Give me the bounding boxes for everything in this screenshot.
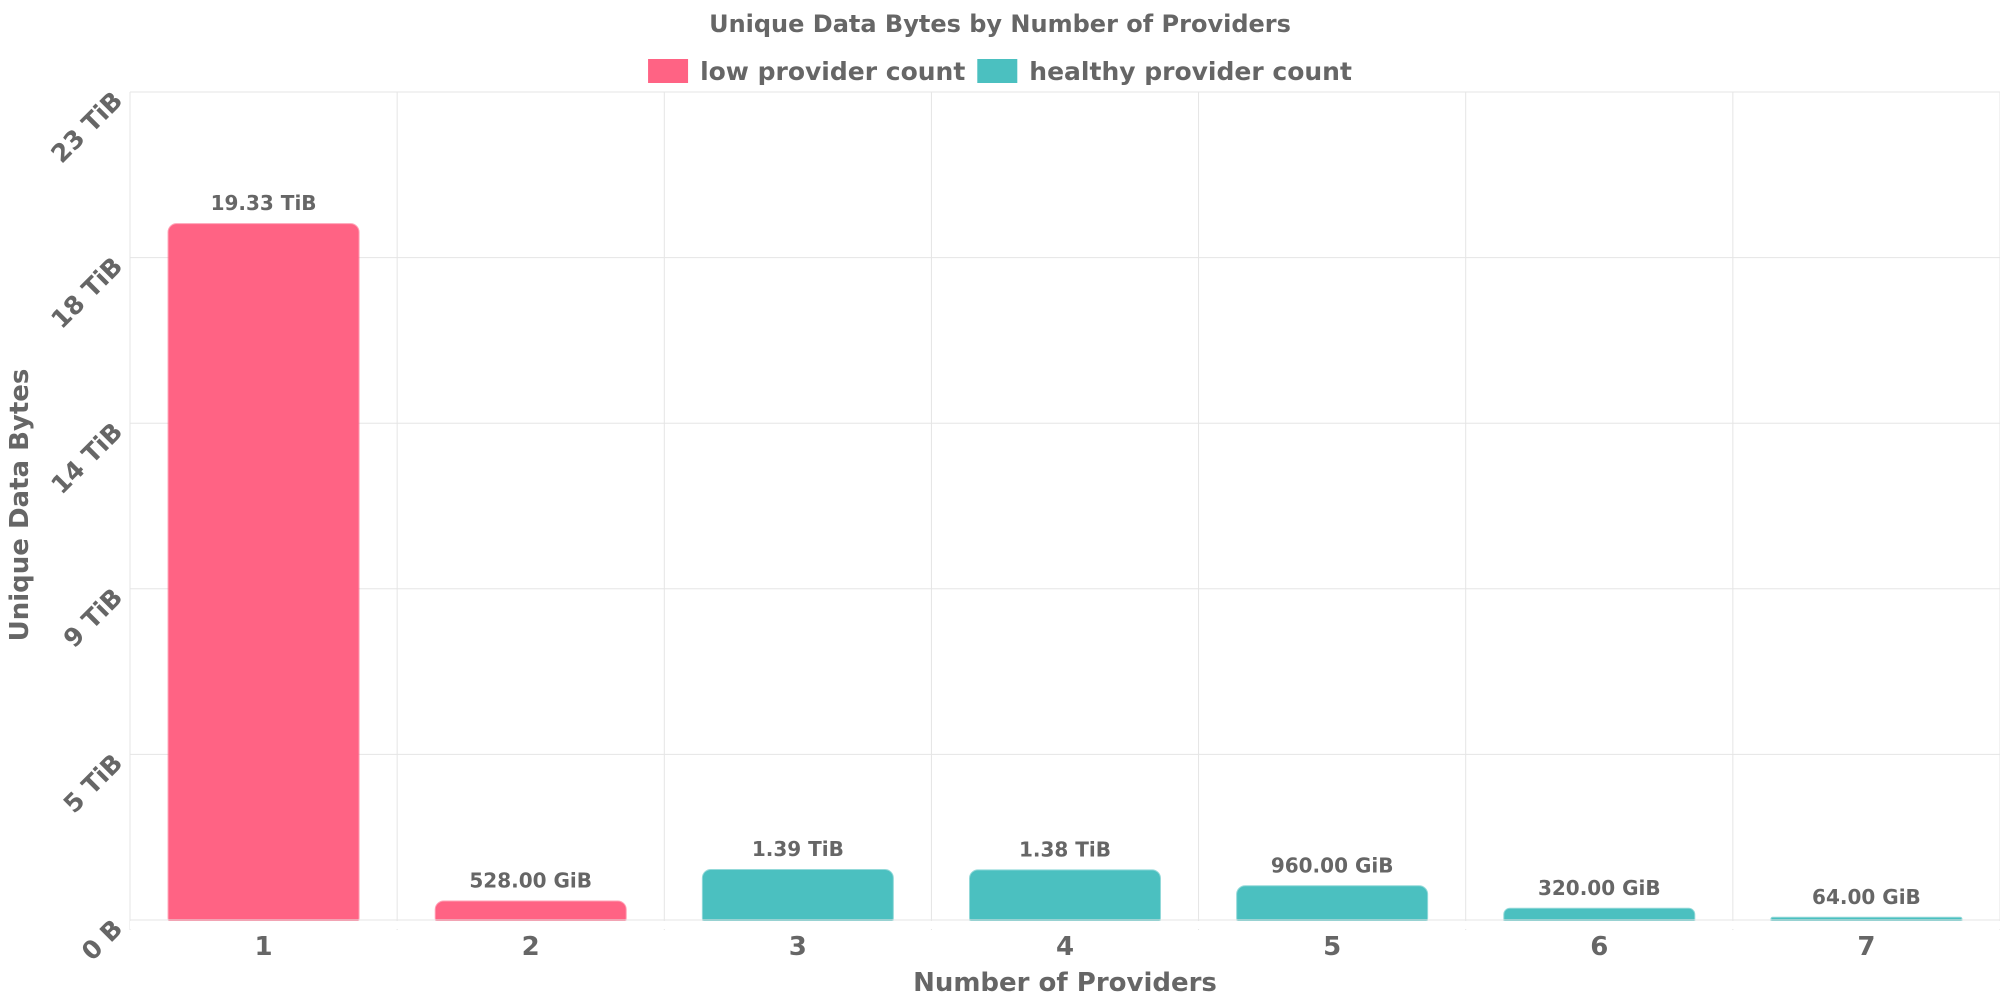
bar-value-label: 1.38 TiB: [1019, 837, 1111, 861]
y-tick-label: 14 TiB: [45, 417, 128, 500]
bar-value-label: 320.00 GiB: [1538, 876, 1661, 900]
bar-value-label: 960.00 GiB: [1271, 853, 1394, 877]
legend: low provider count healthy provider count: [648, 57, 1352, 86]
bar-value-label: 19.33 TiB: [211, 191, 317, 215]
x-axis-ticks: 1 2 3 4 5 6 7: [255, 932, 1876, 962]
x-tick-label: 5: [1323, 932, 1341, 962]
y-axis-ticks: 0 B 5 TiB 9 TiB 14 TiB 18 TiB 23 TiB: [45, 86, 128, 966]
x-tick-label: 3: [789, 932, 807, 962]
bars: [130, 223, 2000, 929]
legend-swatch: [648, 59, 689, 83]
x-tick-label: 7: [1857, 932, 1875, 962]
legend-swatch: [977, 59, 1018, 83]
bar-value-label: 64.00 GiB: [1812, 885, 1921, 909]
bar-value-label: 528.00 GiB: [469, 868, 592, 892]
y-tick-label: 9 TiB: [58, 583, 129, 654]
bar-3[interactable]: [701, 868, 894, 928]
y-axis-title: Unique Data Bytes: [5, 369, 35, 642]
x-axis-title: Number of Providers: [913, 968, 1217, 998]
chart-title: Unique Data Bytes by Number of Providers: [709, 10, 1291, 38]
bar-value-label: 1.39 TiB: [752, 837, 844, 861]
y-tick-label: 18 TiB: [45, 251, 128, 334]
y-tick-label: 5 TiB: [58, 748, 129, 819]
gridlines: [129, 91, 2000, 930]
x-tick-label: 2: [522, 932, 540, 962]
baseline-mask: [130, 921, 2000, 929]
x-tick-label: 1: [255, 932, 273, 962]
y-tick-label: 0 B: [76, 914, 128, 966]
x-tick-label: 6: [1590, 932, 1608, 962]
legend-label[interactable]: healthy provider count: [1029, 57, 1352, 86]
x-tick-label: 4: [1056, 932, 1074, 962]
data-labels: 19.33 TiB 528.00 GiB 1.39 TiB 1.38 TiB 960.0…: [211, 191, 1921, 909]
bar-4[interactable]: [969, 869, 1161, 928]
legend-label[interactable]: low provider count: [700, 57, 965, 86]
y-tick-label: 23 TiB: [45, 86, 128, 169]
bar-1[interactable]: [167, 223, 360, 927]
